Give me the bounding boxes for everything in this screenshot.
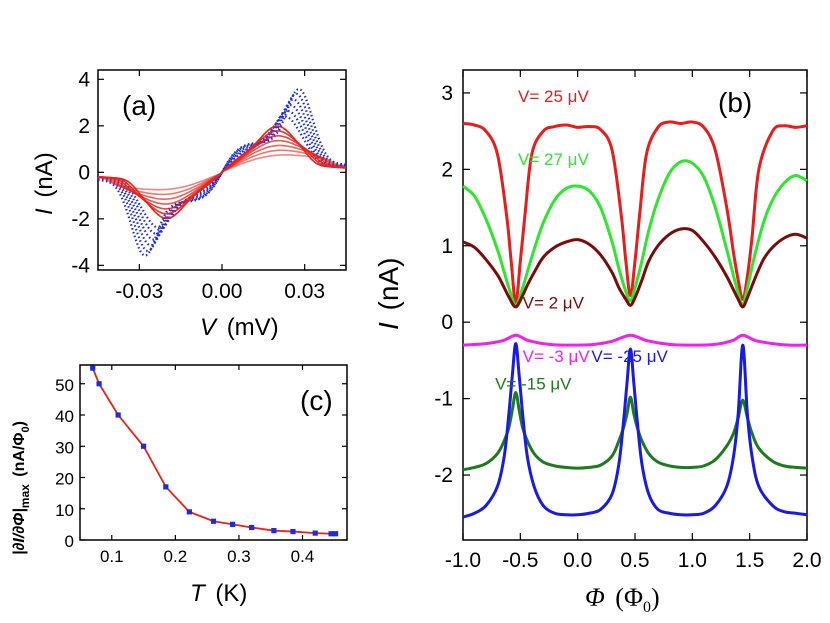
panel-b-xlabel-sub: 0 (643, 599, 651, 616)
b-ytick-label: 2 (441, 158, 453, 181)
panel-c-point (229, 521, 236, 527)
panel-c-point (140, 443, 147, 449)
panel-c-xlabel-unit: (K) (215, 580, 247, 607)
panel-b-series-line (462, 120, 808, 305)
panel-c-ylabel: |∂I/∂Φ|max (nA/Φ0) (11, 421, 33, 555)
panel-c-point (96, 381, 102, 387)
b-ytick-label: 1 (441, 235, 453, 258)
panel-b-series-line (462, 391, 808, 472)
panel-c-point (271, 528, 277, 534)
panel-c-point (90, 365, 96, 371)
panel-c-point (186, 509, 192, 515)
panel-c-point (290, 528, 296, 535)
a-ytick-label: -4 (71, 254, 90, 277)
panel-b-xlabel-var: Φ (585, 583, 605, 612)
panel-b-series-line (462, 342, 808, 519)
a-ytick-label: 0 (78, 161, 90, 184)
c-xtick-label: 0.4 (291, 547, 315, 566)
panel-a-ylabel: I (nA) (31, 152, 58, 215)
panel-a-label: (a) (122, 90, 156, 121)
panel-a-high-temperature-curve (98, 154, 346, 191)
panel-c-point (328, 531, 334, 537)
b-xtick-label: 2.0 (792, 549, 821, 572)
panel-a-ylabel-var: I (31, 208, 58, 215)
panel-a-xlabel: V (mV) (200, 314, 279, 341)
panel-c-point (115, 412, 121, 418)
panel-b-annotation: V= -25 μV (591, 347, 668, 366)
panel-c-label: (c) (300, 385, 333, 416)
b-xtick-label: -0.5 (502, 549, 538, 572)
panel-a-ticks: -0.03 0.00 0.03 -4 -2 0 2 4 (71, 68, 346, 303)
panel-b-annotation: V= 27 μV (518, 150, 589, 169)
panel-c-xlabel-var: T (190, 580, 207, 607)
panel-a-curves (98, 88, 346, 257)
panel-c-point (249, 524, 255, 531)
panel-c-ticks: 0.1 0.2 0.3 0.4 0 10 20 30 40 50 (55, 365, 347, 566)
c-ytick-label: 10 (55, 501, 74, 520)
b-ytick-label: 0 (441, 311, 453, 334)
panel-b-ylabel-unit: (nA) (373, 258, 404, 311)
panel-c-xlabel: T (K) (190, 580, 247, 607)
panel-b-annotation: V= -3 μV (523, 347, 591, 366)
b-ytick-label: 3 (441, 82, 453, 105)
panel-b-label: (b) (718, 87, 752, 118)
c-ytick-label: 0 (65, 532, 74, 551)
c-ytick-label: 20 (55, 470, 74, 489)
a-ytick-label: 4 (78, 68, 90, 91)
panel-b-annotation: V= 2 μV (523, 293, 585, 312)
panel-b-ylabel: I (nA) (373, 258, 404, 330)
panel-b-annotation: V= -15 μV (495, 374, 572, 393)
b-ytick-label: -1 (434, 388, 453, 411)
panel-c-point (163, 484, 169, 490)
panel-b-series-line (462, 159, 808, 307)
panel-a-ylabel-unit: (nA) (31, 152, 58, 197)
panel-c-frame (79, 364, 348, 541)
a-ytick-label: 2 (78, 115, 90, 138)
panel-a-xlabel-unit: (mV) (227, 314, 279, 341)
panel-b-xlabel-unit: (Φ (615, 583, 643, 612)
panel-b-series-line (462, 227, 808, 309)
panel-b: -1.0 -0.5 0.0 0.5 1.0 1.5 2.0 -2 -1 0 1 2 3 V= 25 μV… (373, 69, 822, 616)
panel-b-ticks: -1.0 -0.5 0.0 0.5 1.0 1.5 2.0 -2 -1 0 1 2 3 (434, 70, 822, 572)
c-xtick-label: 0.3 (227, 547, 251, 566)
b-xtick-label: 1.0 (678, 549, 707, 572)
b-ytick-label: -2 (434, 464, 453, 487)
a-xtick-label: -0.03 (115, 280, 163, 303)
panel-c-point (210, 518, 217, 524)
panel-b-ylabel-var: I (373, 322, 404, 330)
panel-a: -0.03 0.00 0.03 -4 -2 0 2 4 (a) V (mV) I (nA) (31, 68, 347, 341)
c-ytick-label: 40 (55, 407, 74, 426)
panel-c-point (332, 531, 339, 537)
panel-b-xlabel-close: ) (651, 583, 660, 612)
panel-b-annotations: V= 25 μV V= 27 μV V= 2 μV V= -3 μV V= -25 μV… (495, 87, 668, 393)
a-ytick-label: -2 (71, 208, 90, 231)
b-xtick-label: -1.0 (445, 549, 481, 572)
panel-a-low-temperature-curve (98, 115, 346, 229)
panel-c-ylabel-unit-sub: 0 (20, 426, 32, 432)
b-xtick-label: 0.0 (563, 549, 592, 572)
panel-c: 0.1 0.2 0.3 0.4 0 10 20 30 40 50 (c) T (K) |∂I/∂Φ… (11, 364, 348, 607)
c-ytick-label: 30 (55, 438, 74, 457)
panel-b-annotation: V= 25 μV (518, 87, 589, 106)
panel-c-ylabel-unit-close: ) (11, 421, 28, 426)
panel-b-series-line (462, 333, 808, 347)
panel-c-ylabel-sub: max (18, 484, 32, 508)
a-xtick-label: 0.03 (284, 280, 325, 303)
c-xtick-label: 0.1 (100, 547, 124, 566)
b-xtick-label: 1.5 (735, 549, 764, 572)
panel-c-series-line (91, 367, 336, 535)
c-ytick-label: 50 (55, 376, 74, 395)
panel-c-ylabel-unit: (nA/Φ (11, 432, 28, 476)
panel-c-point (312, 530, 318, 536)
b-xtick-label: 0.5 (620, 549, 649, 572)
panel-a-low-temperature-curve (98, 109, 346, 235)
a-xtick-label: 0.00 (202, 280, 243, 303)
panel-b-curves (462, 120, 808, 519)
panel-c-curves (90, 365, 339, 537)
c-xtick-label: 0.2 (164, 547, 188, 566)
panel-c-ylabel-text: |∂I/∂Φ| (11, 508, 28, 555)
panel-a-xlabel-var: V (200, 314, 218, 341)
panel-b-xlabel: Φ (Φ0) (585, 583, 660, 616)
